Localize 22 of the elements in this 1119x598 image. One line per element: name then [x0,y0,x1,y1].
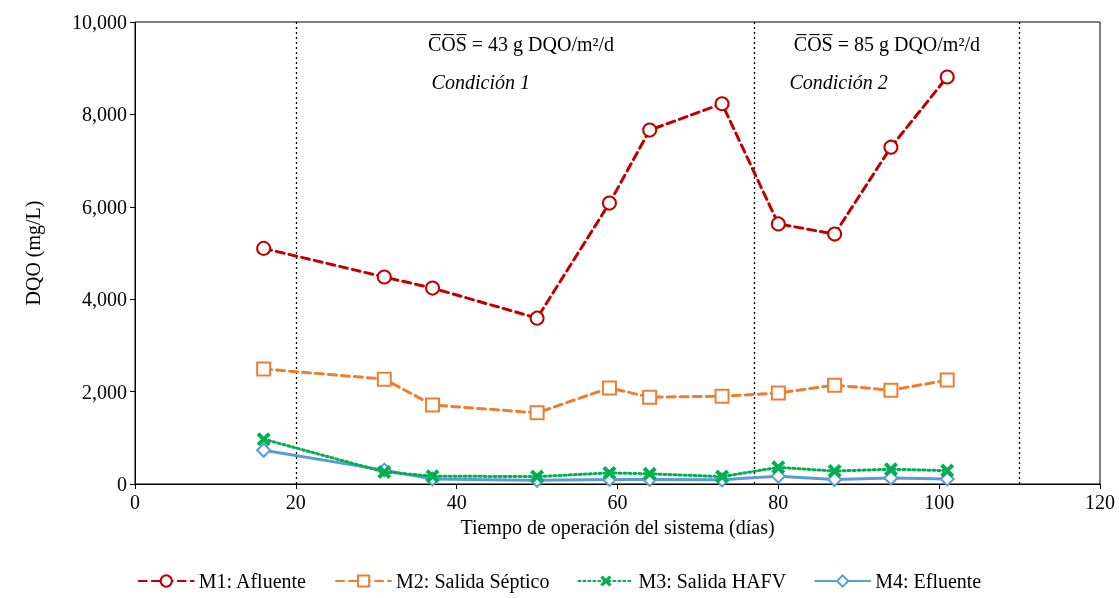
annotation: Condición 1 [431,71,530,94]
x-tick-label: 100 [924,491,955,513]
annotation: C̅O̅S̅ = 43 g DQO/m²/d [427,33,615,57]
y-tick-label: 2,000 [82,380,127,403]
x-tick-label: 60 [607,491,628,513]
annotation: C̅O̅S̅ = 85 g DQO/m²/d [793,33,980,57]
x-axis-title: Tiempo de operación del sistema (días) [460,515,775,539]
x-tick-label: 80 [768,491,789,513]
legend-label: M3: Salida HAFV [638,570,787,592]
y-tick-label: 10,000 [72,11,127,33]
y-tick-label: 4,000 [82,288,127,311]
y-tick-label: 0 [117,473,127,495]
x-tick-label: 20 [285,491,306,513]
x-tick-label: 120 [1085,491,1115,513]
legend-label: M2: Salida Séptico [396,570,550,593]
legend-label: M4: Efluente [875,570,982,592]
y-tick-label: 6,000 [82,195,127,218]
y-axis-title: DQO (mg/L) [22,200,45,306]
legend-label: M1: Afluente [198,570,307,592]
annotation: Condición 2 [789,71,888,94]
x-tick-label: 40 [446,491,467,513]
y-tick-label: 8,000 [82,103,127,126]
